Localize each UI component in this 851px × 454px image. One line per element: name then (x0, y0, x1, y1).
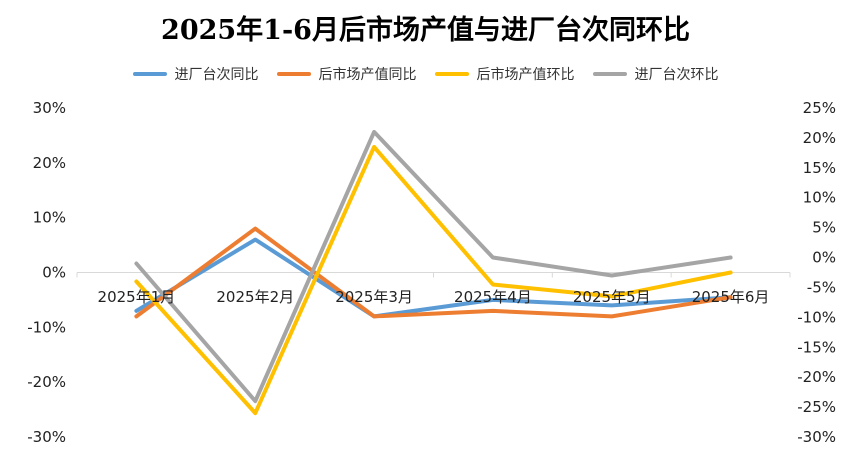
legend-item: 进厂台次同比 (132, 64, 259, 84)
left-axis-tick-label: -10% (27, 318, 66, 336)
left-axis-tick-label: -30% (27, 428, 66, 446)
legend-item: 后市场产值环比 (434, 64, 575, 84)
left-axis-tick-label: 0% (42, 264, 66, 282)
series-line-4 (134, 129, 733, 404)
category-label: 2025年1月 (98, 288, 176, 306)
right-axis-tick-label: 10% (803, 189, 836, 207)
category-label: 2025年6月 (692, 288, 770, 306)
legend: 进厂台次同比 后市场产值同比 后市场产值环比 进厂台次环比 (0, 64, 851, 84)
legend-item: 后市场产值同比 (276, 64, 417, 84)
right-axis-tick-label: 0% (812, 249, 836, 267)
category-label: 2025年5月 (573, 288, 651, 306)
right-axis-tick-label: 5% (812, 219, 836, 237)
right-axis-tick-label: -15% (797, 338, 836, 356)
right-axis-tick-label: -10% (797, 308, 836, 326)
left-axis-tick-label: 20% (33, 154, 66, 172)
right-axis-tick-label: -5% (807, 278, 836, 296)
left-axis-tick-label: 30% (33, 99, 66, 117)
category-label: 2025年4月 (454, 288, 532, 306)
left-axis-tick-label: 10% (33, 209, 66, 227)
category-label: 2025年3月 (335, 288, 413, 306)
right-axis-tick-label: 25% (803, 99, 836, 117)
right-axis-tick-label: -30% (797, 428, 836, 446)
legend-label: 后市场产值同比 (318, 67, 417, 83)
series-line-2 (134, 226, 733, 319)
right-axis-tick-label: 20% (803, 129, 836, 147)
series-line-3 (134, 144, 733, 416)
legend-swatch (434, 72, 469, 76)
right-axis-tick-label: -20% (797, 368, 836, 386)
legend-label: 后市场产值环比 (476, 67, 575, 83)
left-axis-tick-label: -20% (27, 373, 66, 391)
right-axis-tick-label: -25% (797, 398, 836, 416)
legend-swatch (592, 72, 627, 76)
right-axis-tick-label: 15% (803, 159, 836, 177)
legend-label: 进厂台次环比 (634, 67, 719, 83)
legend-label: 进厂台次同比 (174, 67, 259, 83)
legend-item: 进厂台次环比 (592, 64, 719, 84)
chart-title: 2025年1-6月后市场产值与进厂台次同环比 (161, 15, 690, 46)
category-label: 2025年2月 (216, 288, 294, 306)
legend-swatch (276, 72, 311, 76)
legend-swatch (132, 72, 167, 76)
series-line-1 (134, 237, 733, 319)
